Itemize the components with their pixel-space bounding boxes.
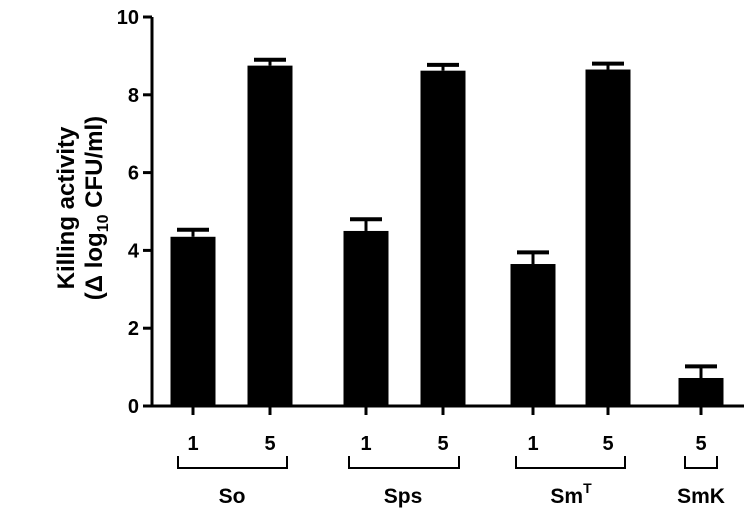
x-tick-label: 5 bbox=[264, 433, 275, 455]
group-label-superscript: T bbox=[583, 480, 592, 496]
bar bbox=[678, 377, 724, 406]
bars bbox=[170, 57, 724, 406]
x-axis: 1 5 1 5 1 5 5 So Sps SmT SmK bbox=[152, 404, 744, 508]
y-tick-label: 8 bbox=[128, 85, 139, 107]
bar bbox=[170, 236, 216, 406]
group-label-text: Sps bbox=[384, 485, 423, 508]
group-SmK: SmK bbox=[677, 456, 725, 508]
group-label: SmK bbox=[677, 485, 725, 508]
bar-So-5 bbox=[247, 57, 293, 406]
bar-So-1 bbox=[170, 227, 216, 406]
y-axis-title-subscript: 10 bbox=[95, 214, 112, 232]
bar-SmT-1 bbox=[510, 250, 556, 406]
group-SmT: SmT bbox=[515, 456, 626, 508]
group-label: SmT bbox=[550, 480, 592, 508]
y-tick-label: 4 bbox=[128, 240, 140, 262]
group-bracket bbox=[684, 456, 718, 469]
y-axis-title: Killing activity (Δ log10 CFU/ml) bbox=[53, 116, 112, 300]
x-tick-label: 5 bbox=[437, 433, 448, 455]
group-label-text: Sm bbox=[550, 485, 583, 508]
group-label: So bbox=[219, 485, 246, 508]
bar bbox=[510, 264, 556, 406]
bar-SmT-5 bbox=[585, 61, 631, 406]
bar bbox=[585, 69, 631, 406]
bar-Sps-1 bbox=[343, 217, 389, 406]
y-axis-title-line-2: (Δ log10 CFU/ml) bbox=[81, 116, 112, 300]
bar-Sps-5 bbox=[420, 62, 466, 406]
group-bracket bbox=[348, 456, 460, 469]
y-tick-label: 0 bbox=[128, 396, 139, 418]
group-label-text: So bbox=[219, 485, 246, 508]
y-tick-label: 2 bbox=[128, 318, 139, 340]
bar-SmK-5 bbox=[678, 364, 724, 406]
y-tick-label: 10 bbox=[117, 7, 139, 29]
bar bbox=[247, 65, 293, 406]
x-tick-label: 1 bbox=[360, 433, 371, 455]
group-bracket bbox=[177, 456, 288, 469]
y-axis-title-line-1: Killing activity bbox=[53, 126, 80, 289]
group-label: Sps bbox=[384, 485, 423, 508]
y-tick-label: 6 bbox=[128, 163, 139, 185]
x-tick-label: 1 bbox=[187, 433, 198, 455]
x-tick-label: 5 bbox=[695, 433, 706, 455]
bar bbox=[343, 230, 389, 406]
bar bbox=[420, 70, 466, 406]
x-tick-label: 5 bbox=[602, 433, 613, 455]
y-axis-title-prefix: (Δ log bbox=[81, 232, 108, 300]
y-axis: 0 2 4 6 8 10 bbox=[117, 7, 154, 418]
group-So: So bbox=[177, 456, 288, 508]
group-label-text: SmK bbox=[677, 485, 725, 508]
group-Sps: Sps bbox=[348, 456, 460, 508]
group-bracket bbox=[515, 456, 626, 469]
y-axis-title-suffix: CFU/ml) bbox=[81, 116, 108, 215]
x-tick-label: 1 bbox=[527, 433, 538, 455]
